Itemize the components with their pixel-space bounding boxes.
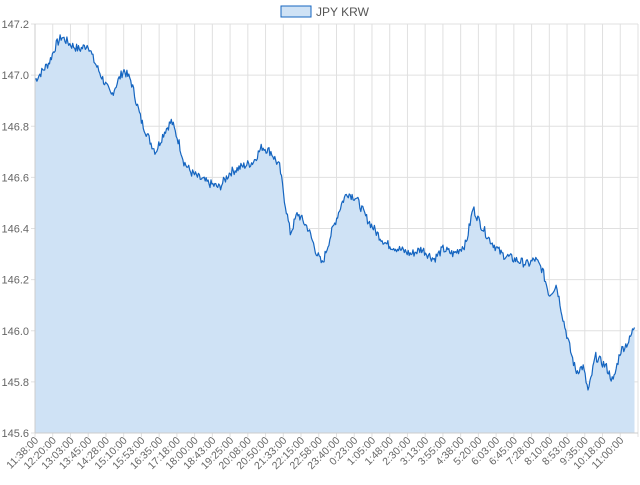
y-tick-label: 146.8: [1, 121, 29, 133]
series-area-jpy-krw: [35, 34, 635, 434]
legend: JPY KRW: [280, 5, 370, 19]
y-tick-label: 147.0: [1, 70, 29, 82]
y-tick-label: 145.8: [1, 377, 29, 389]
y-tick-label: 146.6: [1, 172, 29, 184]
y-tick-label: 146.2: [1, 275, 29, 287]
plot-area: [34, 34, 636, 434]
legend-label: JPY KRW: [316, 5, 370, 19]
series-line-jpy-krw: [34, 34, 636, 391]
y-tick-label: 146.4: [1, 224, 29, 236]
y-tick-label: 147.2: [1, 19, 29, 31]
legend-swatch: [280, 5, 312, 18]
y-tick-label: 145.6: [1, 428, 29, 440]
y-tick-label: 146.0: [1, 326, 29, 338]
